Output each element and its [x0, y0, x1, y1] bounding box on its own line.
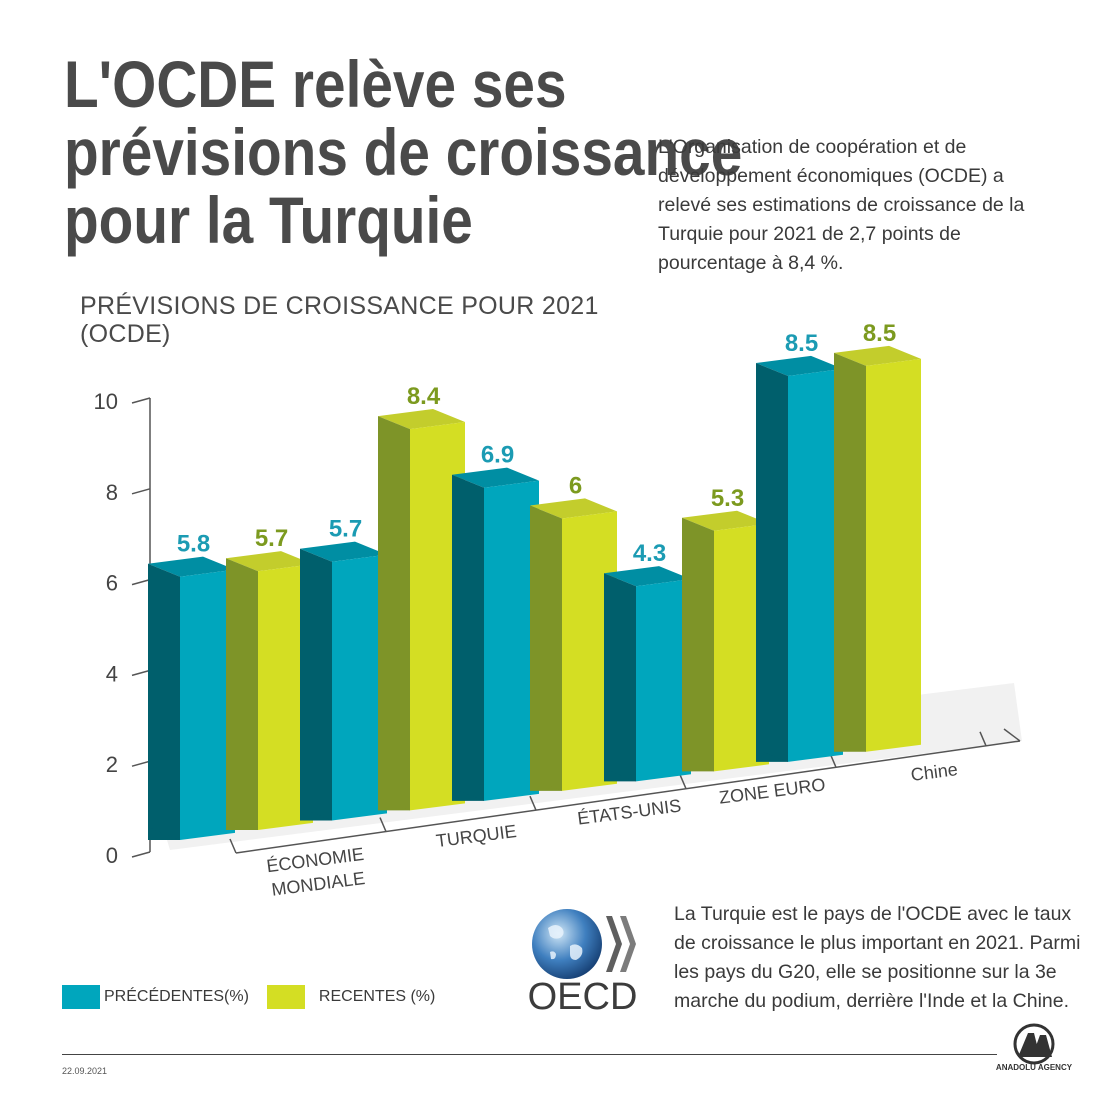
- y-tick-label: 4: [106, 661, 118, 686]
- bar-depth-recent: [226, 558, 258, 830]
- value-label: 5.3: [711, 485, 744, 512]
- y-tick-mark: [131, 760, 151, 767]
- value-label: 4.3: [633, 540, 666, 567]
- value-label: 5.7: [329, 516, 362, 543]
- bar-previous: [180, 569, 235, 840]
- bar-depth-previous: [300, 548, 332, 821]
- footer-divider: [62, 1054, 997, 1055]
- category-label: ZONE EURO: [718, 774, 827, 807]
- bar-top-previous: [452, 467, 539, 488]
- note-text: La Turquie est le pays de l'OCDE avec le…: [674, 903, 1081, 1012]
- y-tick-label: 2: [106, 752, 118, 777]
- bar-top-recent: [378, 409, 465, 430]
- headline: L'OCDE relève ses prévisions de croissan…: [64, 47, 743, 257]
- x-axis-end: [1003, 728, 1021, 742]
- globe-icon: [532, 909, 636, 979]
- x-tick-mark: [229, 838, 237, 854]
- bar-top-recent: [682, 510, 769, 531]
- y-tick-mark: [131, 669, 151, 677]
- y-tick-mark: [131, 851, 151, 858]
- bar-recent: [562, 511, 617, 791]
- value-label: 6.9: [481, 442, 514, 469]
- bar-top-previous: [148, 556, 235, 577]
- bar-depth-previous: [756, 363, 788, 762]
- bar-depth-previous: [452, 474, 484, 801]
- agency-name: ANADOLU AGENCY: [995, 1063, 1073, 1072]
- bar-top-previous: [604, 566, 691, 587]
- category-label: ÉTATS-UNIS: [576, 796, 682, 829]
- category-label: TURQUIE: [435, 821, 518, 851]
- y-tick-label: 0: [106, 843, 118, 868]
- legend-label-recent: RECENTES (%): [318, 988, 436, 1005]
- bar-top-previous: [756, 355, 843, 376]
- x-tick-mark: [529, 795, 537, 811]
- bar-recent: [866, 358, 921, 752]
- bar-top-previous: [300, 541, 387, 562]
- bar-depth-previous: [148, 563, 180, 840]
- oecd-logo: OECD: [520, 906, 645, 1018]
- y-tick-mark: [131, 397, 151, 404]
- intro-text: L'Organisation de coopération et de déve…: [658, 136, 1025, 274]
- bar-top-recent: [226, 551, 313, 572]
- bar-previous: [788, 368, 843, 762]
- chart-title: PRÉVISIONS DE CROISSANCE POUR 2021 (OCDE…: [80, 292, 599, 348]
- value-label: 6: [569, 473, 582, 500]
- legend-swatch-previous: [62, 985, 100, 1009]
- bar-recent: [410, 422, 465, 811]
- anadolu-agency-logo: ANADOLU AGENCY: [994, 1023, 1074, 1079]
- bar-recent: [258, 564, 313, 830]
- y-tick-mark: [131, 488, 151, 495]
- x-tick-mark: [379, 817, 387, 832]
- value-label: 5.8: [177, 531, 210, 558]
- y-tick-label: 8: [106, 480, 118, 505]
- bar-top-recent: [530, 498, 617, 519]
- bar-previous: [484, 480, 539, 801]
- value-label: 8.5: [785, 330, 818, 357]
- x-tick-mark: [679, 774, 687, 790]
- publication-date: 22.09.2021: [62, 1066, 108, 1076]
- bar-depth-recent: [530, 505, 562, 791]
- value-label: 8.4: [407, 383, 441, 410]
- category-label: Chine: [910, 759, 959, 785]
- bar-previous: [332, 554, 387, 821]
- y-tick-label: 10: [94, 389, 118, 414]
- value-label: 5.7: [255, 525, 288, 552]
- legend-label-previous: PRÉCÉDENTES(%): [104, 988, 249, 1005]
- x-tick-mark: [979, 731, 987, 747]
- bar-depth-recent: [834, 352, 866, 752]
- bar-previous: [636, 579, 691, 782]
- bar-depth-recent: [378, 416, 410, 811]
- aa-icon: [1013, 1023, 1055, 1065]
- value-label: 8.5: [863, 320, 896, 347]
- legend: PRÉCÉDENTES(%) RECENTES (%): [62, 985, 445, 1009]
- bar-recent: [714, 523, 769, 772]
- y-tick-label: 6: [106, 571, 118, 596]
- bar-depth-recent: [682, 517, 714, 772]
- oecd-logo-text: OECD: [527, 976, 638, 1018]
- legend-swatch-recent: [266, 985, 305, 1009]
- y-tick-mark: [131, 578, 151, 586]
- x-axis-line: [235, 740, 1021, 854]
- bar-top-recent: [834, 345, 921, 366]
- bar-depth-previous: [604, 573, 636, 782]
- category-label: ÉCONOMIEMONDIALE: [265, 844, 368, 900]
